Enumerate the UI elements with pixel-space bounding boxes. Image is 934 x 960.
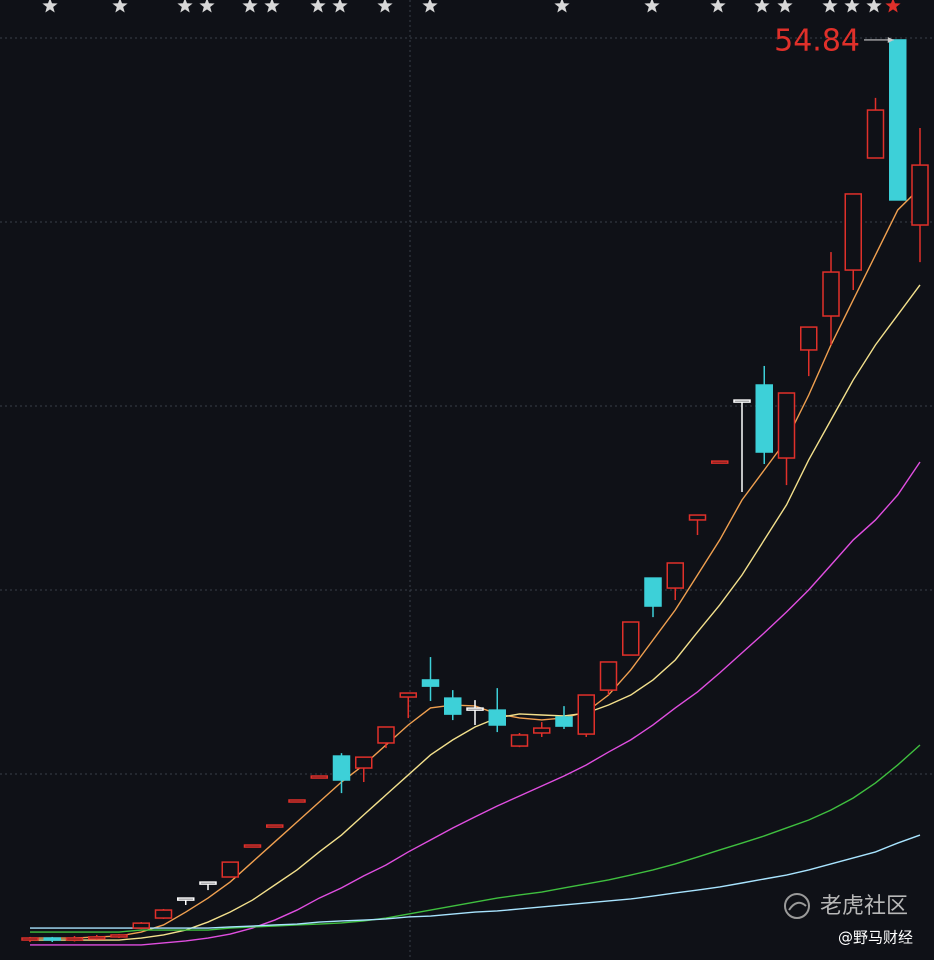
star: [42, 0, 58, 13]
candle-body: [310, 775, 328, 779]
candle-body: [43, 937, 61, 941]
watermark-logo: [784, 893, 810, 919]
watermark: 老虎社区: [820, 894, 908, 919]
candle-body: [599, 661, 618, 691]
star: [885, 0, 901, 13]
star: [777, 0, 793, 13]
high-label: 54.84: [774, 23, 860, 58]
candle-body: [533, 727, 551, 734]
moving-average-line: [30, 284, 921, 941]
star: [377, 0, 393, 13]
candle-body: [399, 692, 417, 698]
moving-average-line: [30, 834, 921, 929]
candle-body: [911, 164, 929, 226]
moving-average-line: [30, 461, 921, 946]
star: [242, 0, 258, 13]
signal-stars: [42, 0, 901, 13]
star: [554, 0, 570, 13]
annotations: 54.84: [774, 23, 894, 58]
logo-mark: [788, 901, 807, 911]
moving-averages: [30, 187, 921, 946]
candle-body: [666, 562, 684, 589]
candle-body: [266, 824, 284, 828]
candle-body: [88, 936, 106, 940]
candle-body: [755, 384, 773, 453]
candle-body: [110, 934, 128, 938]
star: [332, 0, 348, 13]
candle-body: [355, 756, 373, 769]
candle-body: [844, 193, 862, 271]
candle-body: [711, 460, 729, 464]
candle-body: [421, 679, 440, 687]
moving-average-line: [30, 744, 921, 933]
star: [112, 0, 128, 13]
watermark: @野马财经: [838, 929, 913, 947]
candle-body: [132, 922, 150, 929]
candle-body: [644, 577, 662, 607]
candle-body: [889, 39, 907, 201]
candle-body: [800, 326, 818, 351]
candle-body: [65, 937, 84, 941]
candle-body: [866, 109, 885, 159]
candle-body: [577, 694, 595, 735]
candle-body: [243, 844, 262, 848]
star: [199, 0, 215, 13]
star: [264, 0, 280, 13]
candle-body: [822, 271, 840, 317]
candles: [21, 39, 929, 943]
candle-body: [221, 861, 239, 878]
candle-body: [332, 755, 351, 781]
candle-body: [555, 716, 573, 727]
high-pointer-head: [887, 36, 894, 43]
candle-body: [777, 392, 796, 459]
star: [644, 0, 660, 13]
candle-body: [510, 734, 529, 747]
candle-body: [199, 881, 217, 885]
candle-body: [288, 799, 306, 803]
candle-body: [444, 697, 462, 715]
candle-body: [21, 937, 39, 941]
star: [844, 0, 860, 13]
star: [710, 0, 726, 13]
candle-body: [154, 909, 173, 919]
candle-body: [622, 621, 640, 656]
star: [822, 0, 838, 13]
star: [866, 0, 882, 13]
candle-body: [177, 897, 195, 901]
candle-body: [688, 514, 707, 521]
candle-body: [466, 707, 484, 711]
candle-body: [488, 709, 506, 726]
candle-body: [377, 726, 395, 744]
star: [422, 0, 438, 13]
star: [754, 0, 770, 13]
candle-body: [733, 399, 751, 403]
star: [177, 0, 193, 13]
star: [310, 0, 326, 13]
logo-ring: [784, 893, 810, 919]
